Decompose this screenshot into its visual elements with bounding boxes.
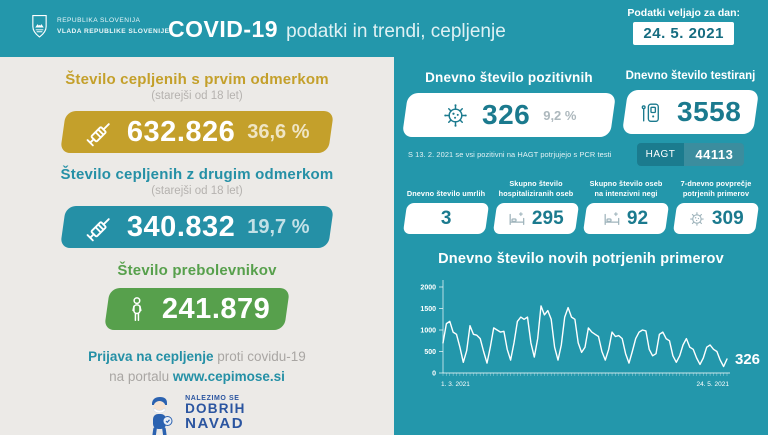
recovered-section: Število prebolevnikov 241.879 — [0, 248, 394, 330]
pcr-note: S 13. 2. 2021 se vsi pozitivni na HAGT p… — [408, 150, 612, 159]
person-icon — [124, 295, 150, 323]
avg7-value: 309 — [712, 207, 744, 229]
tests-section: Dnevno število testiranj 35 — [621, 70, 760, 166]
tests-value: 3558 — [677, 96, 742, 127]
government-branding: REPUBLIKA SLOVENIJA VLADA REPUBLIKE SLOV… — [30, 14, 170, 39]
first-dose-section: Število cepljenih s prvim odmerkom (star… — [0, 57, 394, 153]
government-name: REPUBLIKA SLOVENIJA VLADA REPUBLIKE SLOV… — [57, 16, 170, 37]
date-label: Podatki veljajo za dan: — [627, 7, 740, 19]
daily-data-panel: Dnevno število pozitivnih — [394, 57, 768, 435]
slovenia-coat-of-arms-icon — [30, 14, 49, 39]
avg7-stat: 7-dnevno povprečje potrjenih primerov — [672, 179, 760, 234]
svg-text:1500: 1500 — [420, 306, 436, 313]
first-dose-value: 632.826 — [126, 115, 236, 148]
deaths-box: 3 — [402, 203, 490, 234]
daily-numbers-row: Dnevno število pozitivnih — [394, 57, 768, 166]
recovered-value: 241.879 — [161, 292, 271, 325]
svg-text:0: 0 — [432, 371, 436, 378]
recovered-title: Število prebolevnikov — [117, 262, 277, 279]
first-dose-title: Število cepljenih s prvim odmerkom — [65, 71, 329, 88]
secondary-stats-row: Dnevno število umrlih 3 Skupno število h… — [394, 166, 768, 234]
gov-line2: VLADA REPUBLIKE SLOVENIJE — [57, 27, 170, 35]
campaign-line2: DOBRIH — [185, 401, 246, 417]
second-dose-percent: 19,7 % — [247, 215, 310, 238]
hospital-bed-icon — [508, 210, 526, 228]
positives-title: Dnevno število pozitivnih — [425, 70, 593, 85]
svg-text:500: 500 — [424, 349, 436, 356]
campaign-mascot-icon — [142, 395, 178, 435]
positives-badge: 326 9,2 % — [401, 93, 617, 137]
campaign-text: NALEZIMO SE DOBRIH NAVAD CEPIMO SE — [185, 395, 252, 435]
signup-portal-link[interactable]: www.cepimose.si — [172, 368, 285, 384]
positives-section: Dnevno število pozitivnih — [401, 70, 617, 166]
data-date-block: Podatki veljajo za dan: 24. 5. 2021 — [627, 7, 740, 45]
svg-text:1. 3. 2021: 1. 3. 2021 — [441, 381, 470, 388]
svg-text:326: 326 — [735, 351, 760, 368]
daily-cases-chart: 0 500 1000 1500 2000 326 1. 3. 2021 24. 5. 2021 — [394, 273, 768, 395]
hagt-value: 44113 — [684, 143, 745, 166]
second-dose-title: Število cepljenih z drugim odmerkom — [60, 166, 334, 183]
page-title-rest: podatki in trendi, cepljenje — [286, 21, 506, 42]
hospital-bed-icon — [603, 210, 621, 228]
deaths-stat: Dnevno število umrlih 3 — [402, 179, 490, 234]
header: REPUBLIKA SLOVENIJA VLADA REPUBLIKE SLOV… — [0, 0, 768, 57]
vaccination-panel: Število cepljenih s prvim odmerkom (star… — [0, 57, 394, 435]
positives-value: 326 — [481, 99, 530, 130]
campaign-line1: NALEZIMO SE — [185, 395, 240, 403]
first-dose-badge: 632.826 36,6 % — [60, 111, 334, 153]
tests-badge: 3558 — [621, 90, 760, 134]
positives-percent: 9,2 % — [542, 107, 577, 123]
virus-icon — [442, 102, 469, 129]
hospitalized-label: Skupno število hospitaliziranih oseb — [498, 179, 574, 198]
svg-text:1000: 1000 — [420, 328, 436, 335]
virus-icon — [688, 210, 706, 228]
avg7-box: 309 — [672, 203, 760, 234]
second-dose-badge: 340.832 19,7 % — [60, 206, 334, 248]
icu-label: Skupno število oseb na intenzivni negi — [589, 179, 663, 198]
icu-value: 92 — [627, 207, 649, 229]
campaign-line3: NAVAD — [185, 414, 245, 432]
hospitalized-stat: Skupno število hospitaliziranih oseb 295 — [492, 179, 580, 234]
first-dose-percent: 36,6 % — [247, 120, 310, 143]
chart-title: Dnevno število novih potrjenih primerov — [438, 251, 724, 267]
test-kit-icon — [639, 100, 664, 125]
svg-text:24. 5. 2021: 24. 5. 2021 — [696, 381, 729, 388]
hospitalized-box: 295 — [492, 203, 580, 234]
signup-bold: Prijava na cepljenje — [88, 349, 214, 364]
second-dose-section: Število cepljenih z drugim odmerkom (sta… — [0, 153, 394, 248]
icu-stat: Skupno število oseb na intenzivni negi 9… — [582, 179, 670, 234]
page-title-bold: COVID-19 — [168, 16, 279, 42]
second-dose-value: 340.832 — [126, 210, 236, 243]
recovered-badge: 241.879 — [104, 288, 290, 330]
date-value: 24. 5. 2021 — [633, 22, 734, 45]
gov-line1: REPUBLIKA SLOVENIJA — [57, 16, 141, 24]
page-title: COVID-19 podatki in trendi, cepljenje — [168, 0, 506, 57]
syringe-icon — [85, 212, 115, 242]
line-chart-canvas: 0 500 1000 1500 2000 326 1. 3. 2021 24. 5. 2021 — [420, 280, 760, 388]
deaths-label: Dnevno število umrlih — [406, 188, 486, 198]
deaths-value: 3 — [440, 207, 452, 229]
second-dose-subtitle: (starejši od 18 let) — [151, 185, 243, 197]
hagt-chip: HAGT 44113 — [636, 143, 745, 166]
tests-title: Dnevno število testiranj — [625, 70, 756, 82]
signup-rest1: proti covidu-19 — [213, 349, 306, 364]
hagt-row: HAGT 44113 — [625, 143, 756, 166]
signup-rest2: na portalu — [109, 368, 173, 384]
syringe-icon — [85, 117, 115, 147]
first-dose-subtitle: (starejši od 18 let) — [151, 90, 243, 102]
avg7-label: 7-dnevno povprečje potrjenih primerov — [680, 179, 752, 198]
svg-text:2000: 2000 — [420, 285, 436, 292]
campaign-logo: NALEZIMO SE DOBRIH NAVAD CEPIMO SE — [0, 395, 394, 435]
icu-box: 92 — [582, 203, 670, 234]
hospitalized-value: 295 — [532, 207, 564, 229]
vaccination-signup-text: Prijava na cepljenje proti covidu-19 na … — [0, 347, 394, 386]
hagt-label: HAGT — [645, 149, 676, 160]
